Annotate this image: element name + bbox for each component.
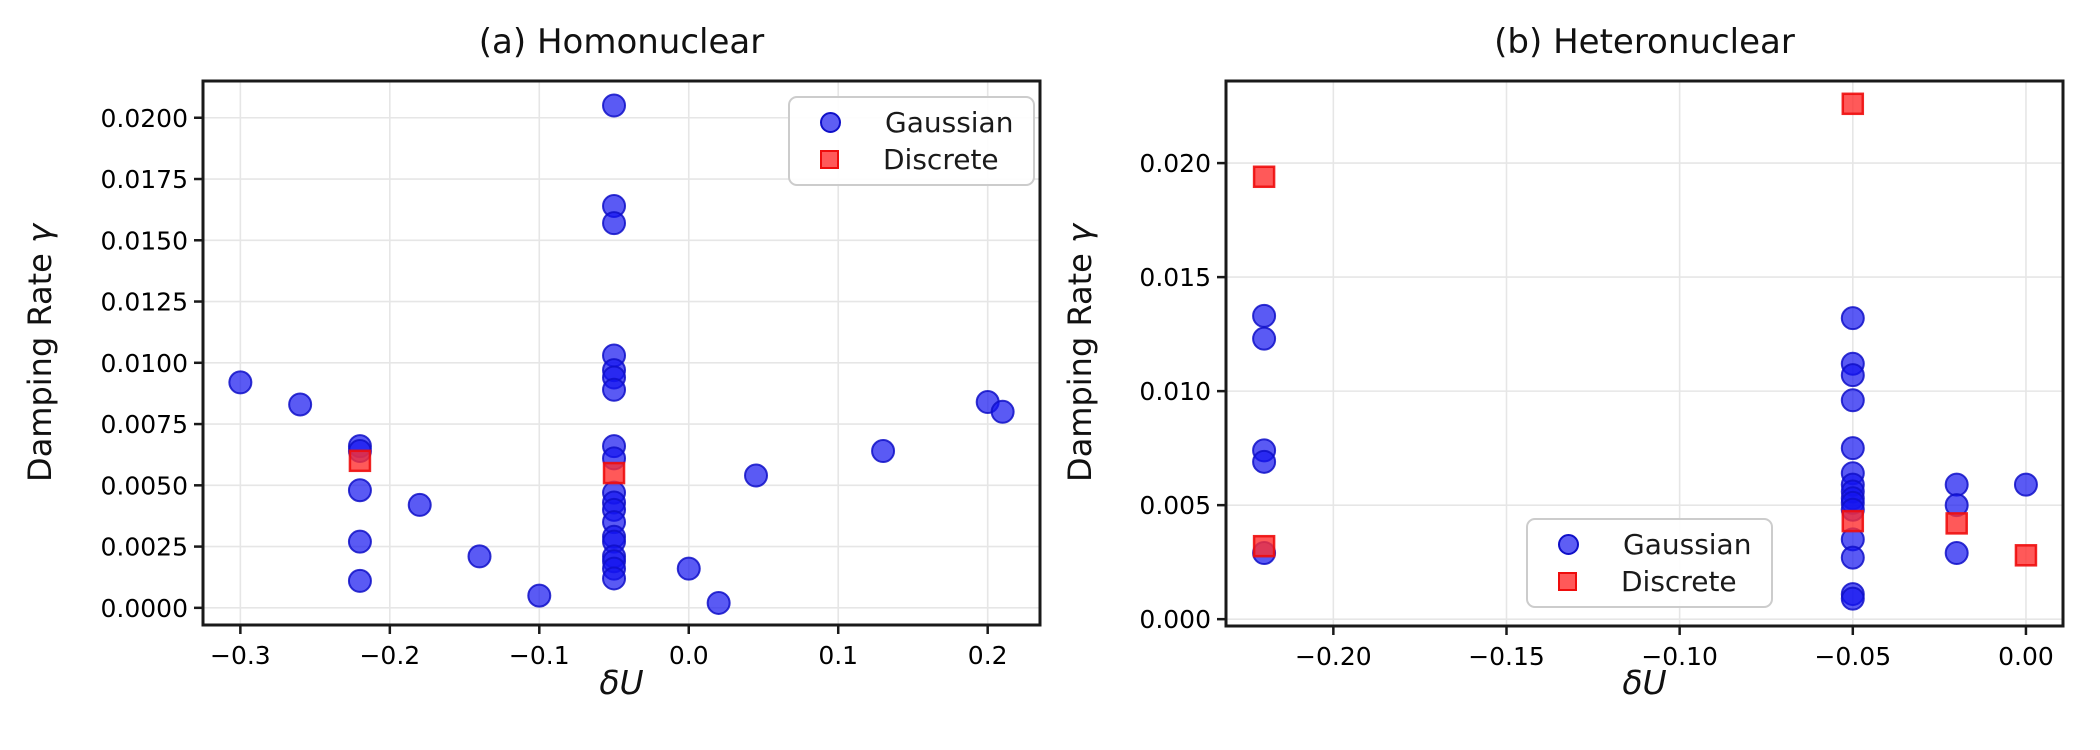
plot-a-axes-canvas: −0.3 −0.2 −0.1 0.0 0.1 0.2 0.0000 0.0025 0.0050 0… bbox=[101, 79, 1042, 670]
gaussian-data-point bbox=[602, 211, 627, 236]
y-tick-label: 0.0025 bbox=[101, 533, 188, 562]
subplot-heteronuclear: −0.20 −0.15 −0.10 −0.05 0.00 0.000 0.005 0.010 0… bbox=[1050, 0, 2100, 750]
gaussian-data-point bbox=[706, 590, 731, 615]
plot-b-title: (b) Heteronuclear bbox=[1494, 22, 1795, 62]
x-tick-label: −0.1 bbox=[509, 641, 570, 670]
x-tick-label: −0.3 bbox=[210, 641, 271, 670]
x-tick-label: 0.2 bbox=[968, 641, 1008, 670]
gaussian-data-point bbox=[602, 93, 627, 118]
gaussian-data-point bbox=[1840, 388, 1865, 413]
gaussian-data-point bbox=[1840, 545, 1865, 570]
discrete-data-point bbox=[1841, 92, 1865, 116]
gaussian-data-point bbox=[871, 439, 896, 464]
legend-label-discrete: Discrete bbox=[883, 143, 999, 176]
plot-a-y-axis-label: Damping Rate γ bbox=[21, 224, 59, 482]
y-tick-label: 0.0100 bbox=[101, 349, 188, 378]
plot-a-x-axis-label: δU bbox=[599, 663, 644, 702]
gaussian-data-point bbox=[1252, 303, 1277, 328]
x-tick-label: 0.1 bbox=[818, 641, 858, 670]
legend-label-gaussian: Gaussian bbox=[885, 106, 1014, 139]
axes-frame bbox=[201, 79, 1042, 627]
y-tick-label: 0.0000 bbox=[101, 594, 188, 623]
x-tick-label: −0.05 bbox=[1814, 642, 1891, 671]
gaussian-data-point bbox=[1840, 586, 1865, 611]
x-tick-label: 0.0 bbox=[669, 641, 709, 670]
x-tick-label: −0.15 bbox=[1468, 642, 1545, 671]
y-tick-label: 0.015 bbox=[1139, 263, 1211, 292]
x-tick-label: 0.00 bbox=[1998, 642, 2054, 671]
plot-b-y-axis-label: Damping Rate γ bbox=[1061, 224, 1099, 482]
y-tick-label: 0.020 bbox=[1139, 149, 1211, 178]
gaussian-circle-marker-icon bbox=[1558, 534, 1579, 555]
x-tick-label: −0.20 bbox=[1295, 642, 1372, 671]
discrete-data-point bbox=[602, 461, 626, 485]
gaussian-data-point bbox=[1840, 306, 1865, 331]
gaussian-data-point bbox=[1252, 449, 1277, 474]
subplot-homonuclear: −0.3 −0.2 −0.1 0.0 0.1 0.2 0.0000 0.0025 0.0050 0… bbox=[21, 22, 1042, 702]
gaussian-data-point bbox=[1944, 541, 1969, 566]
plot-b-legend: Gaussian Discrete bbox=[1526, 518, 1773, 608]
y-tick-label: 0.000 bbox=[1139, 605, 1211, 634]
gaussian-data-point bbox=[228, 370, 253, 395]
legend-label-gaussian: Gaussian bbox=[1623, 528, 1752, 561]
x-tick-label: −0.10 bbox=[1641, 642, 1718, 671]
gaussian-data-point bbox=[347, 529, 372, 554]
axes-frame bbox=[1224, 79, 2065, 628]
gaussian-data-point bbox=[676, 556, 701, 581]
gaussian-data-point bbox=[347, 478, 372, 503]
legend-item-gaussian: Gaussian bbox=[790, 106, 1033, 139]
gaussian-data-point bbox=[1944, 472, 1969, 497]
y-tick-label: 0.0200 bbox=[101, 104, 188, 133]
y-tick-label: 0.0150 bbox=[101, 226, 188, 255]
gamma-symbol: γ bbox=[21, 224, 59, 243]
discrete-data-point bbox=[2014, 544, 2038, 567]
discrete-data-point bbox=[348, 449, 372, 473]
discrete-square-marker-icon bbox=[1558, 572, 1577, 591]
plot-b-axes-canvas: −0.20 −0.15 −0.10 −0.05 0.00 0.000 0.005 0.010 0… bbox=[1139, 79, 2065, 671]
y-tick-label: 0.0075 bbox=[101, 410, 188, 439]
gaussian-data-point bbox=[1840, 363, 1865, 388]
plot-a-legend: Gaussian Discrete bbox=[788, 96, 1035, 186]
discrete-data-point bbox=[1945, 512, 1968, 535]
discrete-data-point bbox=[1252, 534, 1276, 558]
gaussian-data-point bbox=[527, 583, 552, 608]
discrete-data-point bbox=[1841, 509, 1865, 533]
legend-item-gaussian: Gaussian bbox=[1528, 528, 1771, 561]
y-tick-label: 0.0050 bbox=[101, 471, 188, 500]
gaussian-data-point bbox=[407, 492, 432, 517]
gaussian-data-point bbox=[2013, 472, 2038, 497]
y-tick-label: 0.0175 bbox=[101, 165, 188, 194]
plot-b-x-axis-label: δU bbox=[1622, 663, 1667, 702]
discrete-square-marker-icon bbox=[820, 150, 839, 169]
gaussian-data-point bbox=[467, 544, 492, 569]
gaussian-data-point bbox=[1840, 436, 1865, 461]
gamma-symbol: γ bbox=[1061, 224, 1099, 243]
y-tick-label: 0.0125 bbox=[101, 288, 188, 317]
y-tick-label: 0.010 bbox=[1139, 377, 1211, 406]
y-axis-label-text: Damping Rate bbox=[21, 243, 59, 482]
gaussian-circle-marker-icon bbox=[820, 112, 841, 133]
plot-a-title: (a) Homonuclear bbox=[478, 22, 765, 62]
x-tick-label: −0.2 bbox=[359, 641, 420, 670]
legend-item-discrete: Discrete bbox=[1528, 565, 1771, 598]
y-tick-label: 0.005 bbox=[1139, 491, 1211, 520]
gaussian-data-point bbox=[990, 399, 1015, 424]
gaussian-data-point bbox=[602, 566, 627, 591]
gaussian-data-point bbox=[347, 568, 372, 593]
gaussian-data-point bbox=[288, 392, 313, 417]
gaussian-data-point bbox=[1252, 326, 1277, 351]
discrete-data-point bbox=[1252, 165, 1276, 189]
gaussian-data-point bbox=[602, 377, 627, 402]
legend-item-discrete: Discrete bbox=[790, 143, 1033, 176]
legend-label-discrete: Discrete bbox=[1621, 565, 1737, 598]
y-axis-label-text: Damping Rate bbox=[1061, 243, 1099, 482]
gaussian-data-point bbox=[744, 463, 769, 488]
